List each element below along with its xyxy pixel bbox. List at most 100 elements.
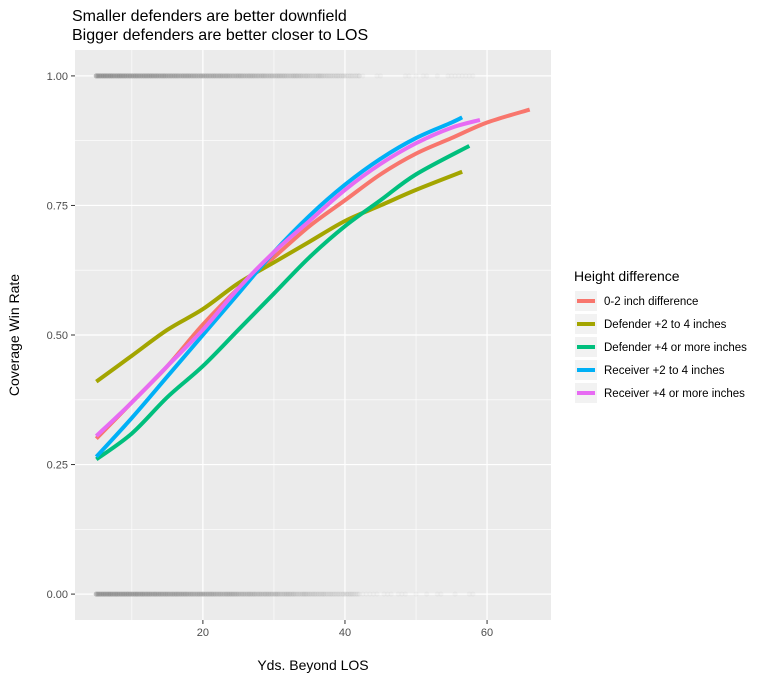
raw-point (120, 73, 126, 79)
raw-point (216, 73, 222, 79)
raw-point (237, 591, 243, 597)
raw-point (356, 73, 362, 79)
raw-point (337, 73, 343, 79)
raw-point (164, 591, 170, 597)
series-line-receiver-4-or-more-inches (94, 118, 481, 438)
raw-point (349, 591, 355, 597)
raw-point (257, 591, 263, 597)
raw-point (180, 591, 186, 597)
raw-point (342, 591, 348, 597)
raw-point (292, 73, 298, 79)
raw-point (111, 591, 117, 597)
raw-point (170, 73, 176, 79)
raw-point (116, 591, 123, 597)
raw-point (395, 591, 401, 597)
raw-point (349, 73, 355, 79)
raw-point (196, 591, 202, 597)
raw-point (347, 591, 353, 597)
raw-point (127, 591, 133, 597)
raw-point (234, 73, 240, 79)
raw-point (281, 591, 288, 597)
raw-point (317, 591, 323, 597)
series-line-defender-4-or-more-inches (95, 144, 471, 461)
raw-point (159, 73, 165, 79)
raw-point (226, 73, 233, 79)
raw-point (143, 73, 149, 79)
raw-point (248, 73, 254, 79)
raw-point (209, 591, 215, 597)
raw-point (399, 591, 405, 597)
raw-point (342, 73, 348, 79)
x-tick-label: 20 (197, 627, 209, 639)
raw-point (367, 591, 373, 597)
raw-point (186, 591, 192, 597)
raw-point (194, 591, 201, 597)
legend-label: Receiver +2 to 4 inches (604, 365, 725, 377)
raw-point (333, 591, 339, 597)
raw-point (230, 73, 236, 79)
raw-point (138, 73, 144, 79)
raw-point (177, 73, 183, 79)
raw-point (205, 73, 211, 79)
raw-point (313, 73, 320, 79)
raw-point (225, 73, 231, 79)
raw-point (168, 73, 174, 79)
raw-point (127, 73, 133, 79)
raw-point (118, 591, 124, 597)
raw-point (331, 591, 337, 597)
raw-point (186, 73, 192, 79)
raw-point (214, 591, 220, 597)
y-tick-labels: 0.00 0.25 0.50 0.75 1.00 (47, 71, 68, 601)
raw-point (154, 73, 160, 79)
raw-point (345, 73, 352, 79)
raw-point (319, 591, 325, 597)
raw-point (219, 73, 226, 79)
raw-point (283, 591, 289, 597)
raw-point (328, 591, 334, 597)
raw-point (200, 73, 206, 79)
raw-point (251, 73, 257, 79)
raw-point (244, 591, 250, 597)
raw-point (287, 591, 293, 597)
raw-point (134, 73, 140, 79)
raw-point (184, 73, 190, 79)
raw-point (146, 591, 153, 597)
raw-point (203, 591, 210, 597)
x-tick-labels: 20 40 60 (197, 627, 493, 639)
raw-point (136, 591, 142, 597)
raw-point (351, 591, 357, 597)
raw-point (370, 591, 376, 597)
raw-point (354, 591, 361, 597)
raw-point (182, 591, 188, 597)
raw-point (193, 73, 199, 79)
raw-point (273, 73, 279, 79)
raw-point (205, 591, 211, 597)
raw-point (104, 591, 110, 597)
raw-point (214, 73, 220, 79)
raw-point (381, 591, 387, 597)
raw-point (308, 73, 314, 79)
raw-point (374, 591, 380, 597)
raw-point (251, 591, 257, 597)
raw-point (196, 73, 202, 79)
raw-point (466, 591, 472, 597)
raw-point (232, 73, 238, 79)
raw-point (388, 591, 394, 597)
raw-point (193, 591, 199, 597)
raw-point (315, 73, 321, 79)
x-tick-label: 40 (339, 627, 351, 639)
raw-point (148, 73, 154, 79)
y-tick-label: 0.25 (47, 460, 68, 472)
raw-point (319, 73, 325, 79)
raw-point (340, 591, 346, 597)
raw-point (173, 591, 179, 597)
raw-point (312, 73, 318, 79)
raw-point (265, 591, 272, 597)
raw-point (301, 73, 307, 79)
raw-point (420, 73, 426, 79)
raw-point (184, 591, 190, 597)
raw-point (226, 591, 233, 597)
raw-point (326, 591, 332, 597)
raw-point (402, 591, 408, 597)
raw-point (228, 73, 234, 79)
